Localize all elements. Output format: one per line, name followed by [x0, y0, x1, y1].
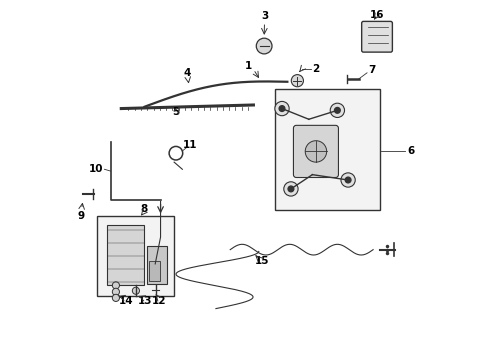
Text: 6: 6	[406, 147, 413, 157]
Text: 1: 1	[244, 61, 251, 71]
Text: 4: 4	[183, 68, 191, 78]
FancyBboxPatch shape	[361, 21, 391, 52]
Bar	[149, 261, 160, 281]
Circle shape	[305, 141, 326, 162]
Circle shape	[334, 108, 340, 113]
FancyBboxPatch shape	[293, 125, 338, 177]
Circle shape	[283, 182, 298, 196]
Circle shape	[340, 173, 354, 187]
Circle shape	[256, 38, 271, 54]
Circle shape	[132, 287, 139, 294]
Text: 13: 13	[138, 296, 152, 306]
Circle shape	[274, 102, 288, 116]
Text: 7: 7	[368, 65, 375, 75]
Circle shape	[345, 177, 350, 183]
Text: 5: 5	[172, 107, 179, 117]
Text: 8: 8	[141, 204, 148, 214]
Circle shape	[112, 288, 119, 296]
Circle shape	[112, 282, 119, 289]
Text: 12: 12	[152, 296, 166, 306]
Text: 2: 2	[312, 64, 319, 74]
Bar	[107, 225, 144, 285]
Text: 3: 3	[261, 11, 268, 21]
Text: 9: 9	[77, 211, 84, 221]
Circle shape	[329, 103, 344, 117]
Circle shape	[287, 186, 293, 192]
Text: 10: 10	[89, 164, 103, 174]
Circle shape	[112, 294, 119, 301]
Text: 15: 15	[254, 256, 268, 266]
Circle shape	[279, 106, 285, 111]
Text: 14: 14	[119, 296, 133, 306]
Circle shape	[291, 75, 303, 87]
Text: 11: 11	[183, 140, 197, 150]
Bar	[274, 89, 380, 210]
Bar	[147, 246, 166, 284]
Text: 16: 16	[368, 10, 383, 20]
Bar	[97, 216, 174, 296]
